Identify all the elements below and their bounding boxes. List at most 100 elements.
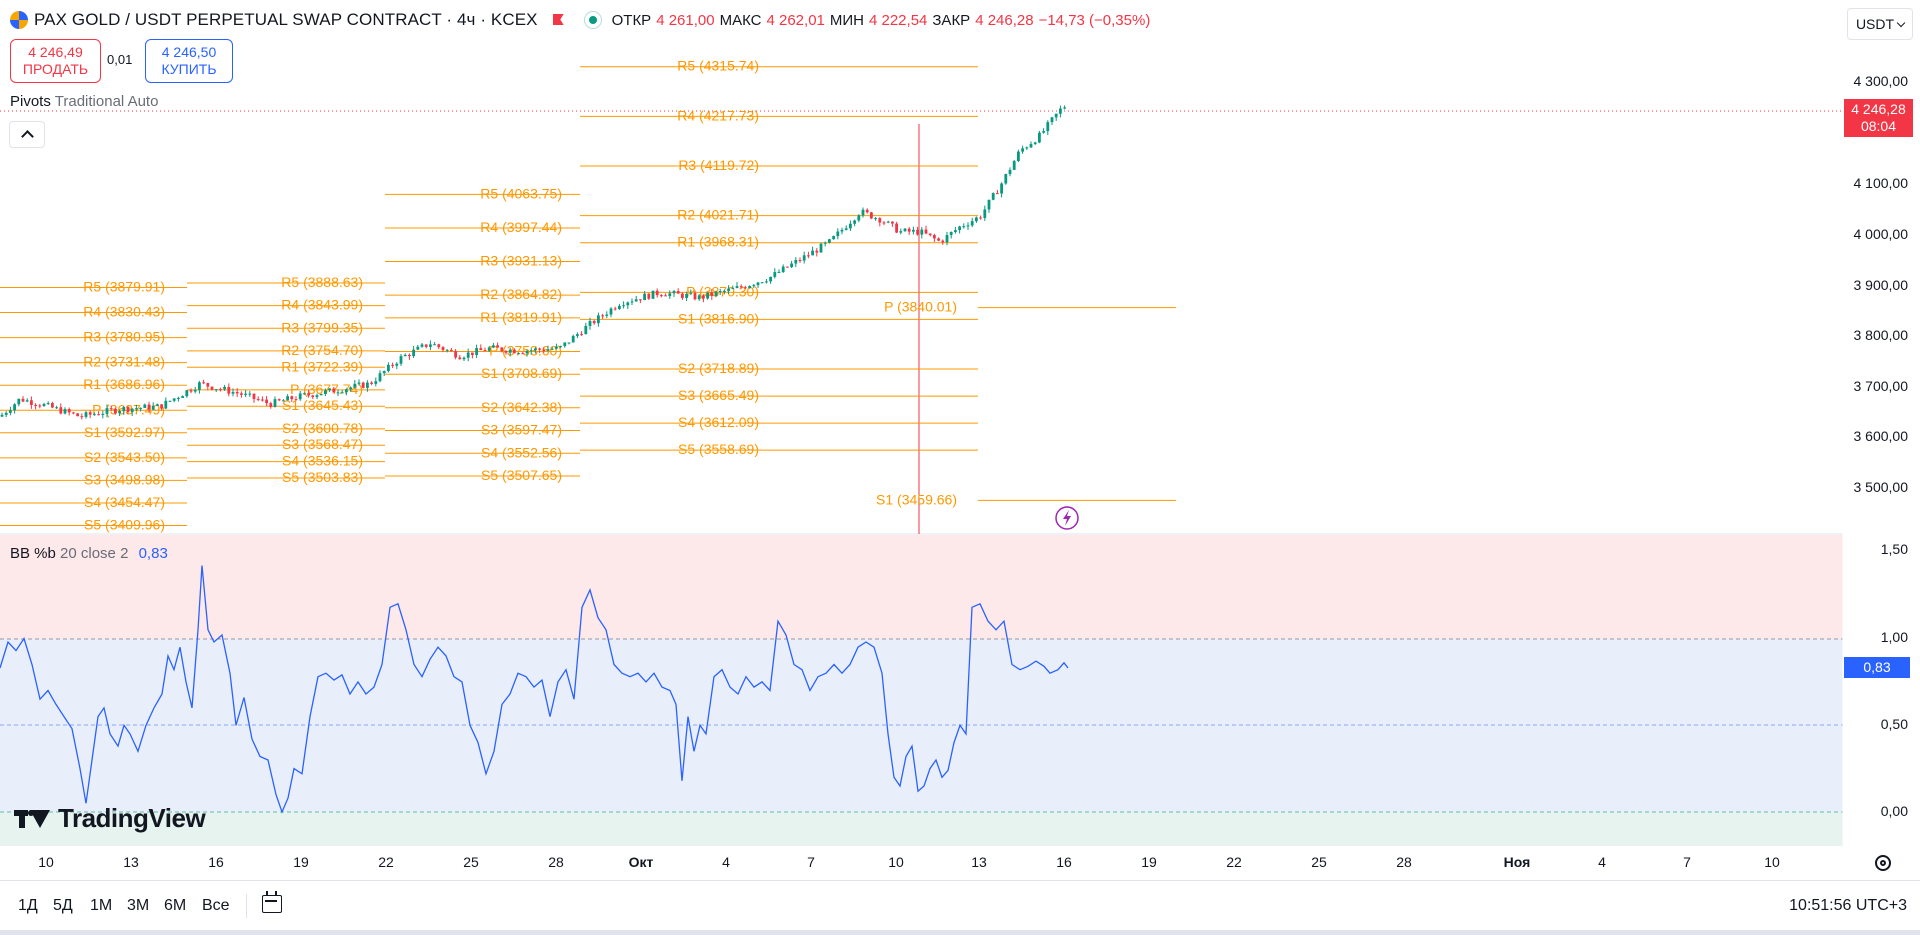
market-status-icon[interactable] <box>583 11 602 29</box>
time-axis-label: 10 <box>1764 854 1780 870</box>
candle-body <box>118 411 121 414</box>
candle-body <box>370 382 373 384</box>
range-all-button[interactable]: Все <box>202 897 230 914</box>
symbol-title[interactable]: PAX GOLD / USDT PERPETUAL SWAP CONTRACT … <box>34 10 538 29</box>
candle-body <box>282 400 285 402</box>
candle-body <box>97 414 100 416</box>
candle-body <box>706 292 709 299</box>
candle-body <box>773 272 777 277</box>
tradingview-logo[interactable]: TradingView <box>14 803 206 834</box>
candle-body <box>172 398 176 401</box>
time-axis-label: 25 <box>1311 854 1327 870</box>
candle-body <box>592 321 596 324</box>
candle-body <box>1008 169 1012 175</box>
flag-icon[interactable] <box>552 14 564 26</box>
pivot-label: R4 (3830.43) <box>83 304 165 320</box>
range-5d-button[interactable]: 5Д <box>53 897 73 914</box>
pivot-label: S3 (3665.49) <box>678 387 759 403</box>
candle-body <box>517 353 520 355</box>
ohlc-low-value: 4 222,54 <box>868 11 928 29</box>
collapse-legend-button[interactable] <box>9 121 45 148</box>
currency-label: USDT <box>1855 16 1895 32</box>
settings-gear-icon[interactable] <box>1875 855 1891 871</box>
candle-body <box>639 299 642 301</box>
pivot-label: R3 (4119.72) <box>678 157 759 173</box>
spread-value: 0,01 <box>107 52 133 67</box>
pivot-label: S2 (3543.50) <box>84 449 165 465</box>
candle-body <box>84 412 88 417</box>
candle-body <box>135 408 138 410</box>
candle-body <box>458 357 462 360</box>
candle-body <box>538 348 541 350</box>
candle-body <box>63 409 67 414</box>
buy-button[interactable]: 4 246,50 КУПИТЬ <box>145 39 233 83</box>
ohlc-values: ОТКР 4 261,00 МАКС 4 262,01 МИН 4 222,54… <box>612 12 1151 29</box>
pivot-label: R5 (4315.74) <box>677 58 759 74</box>
pivot-label: R3 (3931.13) <box>480 253 562 269</box>
bb-legend[interactable]: BB %b 20 close 2 0,83 <box>10 545 168 562</box>
candle-body <box>849 223 852 229</box>
candle-body <box>844 228 848 230</box>
candle-body <box>731 287 735 289</box>
pivot-label: S3 (3597.47) <box>481 422 562 438</box>
candle-body <box>168 400 172 402</box>
candle-body <box>618 305 621 309</box>
candle-body <box>332 388 336 393</box>
time-axis-label: 28 <box>1396 854 1412 870</box>
pivot-label: R5 (3888.63) <box>281 274 363 290</box>
footer-strip <box>0 930 1920 935</box>
pivot-label: S1 (3592.97) <box>84 424 165 440</box>
candle-body <box>244 393 247 395</box>
range-6m-button[interactable]: 6М <box>164 897 187 914</box>
price-tick: 3 700,00 <box>1853 378 1909 394</box>
alert-lightning-icon[interactable] <box>1055 506 1079 530</box>
pivot-label: R4 (4217.73) <box>677 107 759 123</box>
pivot-label: S5 (3503.83) <box>282 469 363 485</box>
time-axis[interactable]: 10 13 16 19 22 25 28 Окт 4 7 10 13 16 19 22 25 28 Ноя 4 7 10 <box>0 854 1843 874</box>
candle-body <box>916 229 919 235</box>
candle-body <box>945 235 949 243</box>
candle-body <box>664 295 667 297</box>
price-tick: 4 300,00 <box>1853 73 1909 89</box>
pivot-label: R2 (3864.82) <box>480 286 562 302</box>
candle-body <box>1017 151 1020 162</box>
candle-body <box>920 229 924 235</box>
candle-body <box>979 217 982 219</box>
candle-body <box>899 231 903 233</box>
calendar-goto-icon[interactable] <box>262 891 282 913</box>
candle-body <box>164 400 168 409</box>
candle-body <box>861 209 865 216</box>
candle-body <box>181 396 184 398</box>
candle-body <box>151 405 155 410</box>
candle-body <box>870 212 873 219</box>
clock[interactable]: 10:51:56 UTC+3 <box>1789 897 1907 914</box>
candle-body <box>130 408 134 412</box>
bar-countdown: 08:04 <box>1860 118 1897 134</box>
pivot-label: S2 (3718.89) <box>678 360 759 376</box>
candle-body <box>9 410 12 413</box>
range-3m-button[interactable]: 3М <box>127 897 150 914</box>
candle-body <box>571 335 575 343</box>
candle-body <box>1042 131 1045 133</box>
candle-body <box>886 221 890 223</box>
pivots-legend[interactable]: Pivots Traditional Auto <box>10 93 158 110</box>
bb-name: BB %b <box>10 545 56 562</box>
candle-body <box>185 390 189 397</box>
range-1d-button[interactable]: 1Д <box>18 897 38 914</box>
pivot-label: S3 (3568.47) <box>282 436 363 452</box>
candle-body <box>811 250 814 256</box>
candle-body <box>613 308 617 310</box>
candle-body <box>437 344 441 348</box>
pivot-label: P (3870.30) <box>686 283 759 299</box>
sell-button[interactable]: 4 246,49 ПРОДАТЬ <box>10 39 101 83</box>
candle-body <box>269 403 273 407</box>
candle-body <box>294 399 298 401</box>
candle-body <box>500 347 504 352</box>
candle-body <box>30 400 33 405</box>
range-1m-button[interactable]: 1М <box>90 897 113 914</box>
candle-body <box>676 291 680 294</box>
candle-body <box>114 408 117 414</box>
candle-body <box>420 344 424 347</box>
currency-select[interactable]: USDT <box>1847 8 1913 40</box>
